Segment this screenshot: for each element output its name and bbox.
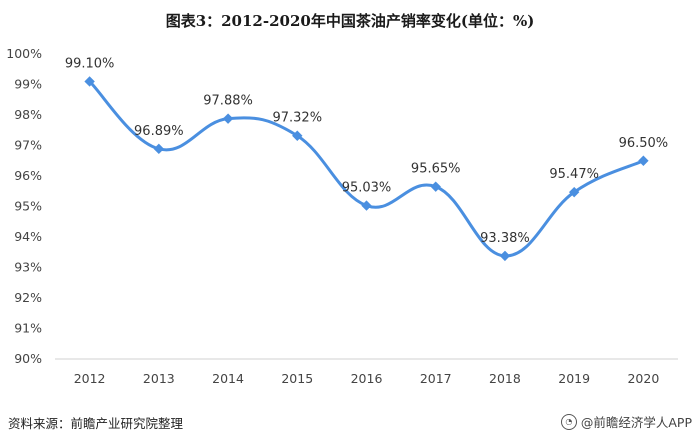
x-tick-label: 2013 bbox=[143, 371, 175, 386]
data-point-marker bbox=[430, 181, 441, 192]
y-tick-label: 97% bbox=[14, 138, 42, 153]
y-tick-label: 95% bbox=[14, 199, 42, 214]
y-tick-label: 91% bbox=[14, 321, 42, 336]
data-label: 99.10% bbox=[65, 56, 115, 71]
data-label: 97.32% bbox=[272, 111, 322, 126]
x-tick-label: 2015 bbox=[281, 371, 313, 386]
wechat-icon: ◔ bbox=[560, 413, 577, 430]
x-tick-label: 2012 bbox=[74, 371, 106, 386]
data-label: 97.88% bbox=[203, 94, 253, 109]
data-point-marker bbox=[153, 143, 165, 155]
data-label: 96.50% bbox=[619, 136, 669, 151]
data-point-marker bbox=[499, 250, 511, 262]
data-label: 96.89% bbox=[134, 124, 184, 139]
y-tick-label: 99% bbox=[14, 77, 42, 92]
y-tick-label: 100% bbox=[6, 46, 42, 61]
x-tick-label: 2014 bbox=[212, 371, 244, 386]
data-label: 95.65% bbox=[411, 162, 461, 177]
x-tick-label: 2017 bbox=[420, 371, 452, 386]
x-tick-label: 2016 bbox=[351, 371, 383, 386]
app-watermark: ◔ @前瞻经济学人APP bbox=[560, 412, 692, 431]
data-label: 93.38% bbox=[480, 231, 530, 246]
y-tick-label: 90% bbox=[14, 351, 42, 366]
y-tick-label: 96% bbox=[14, 168, 42, 183]
chart-title: 图表3：2012-2020年中国茶油产销率变化(单位：%) bbox=[165, 12, 535, 30]
data-point-marker bbox=[361, 200, 372, 211]
watermark-text: @前瞻经济学人APP bbox=[580, 415, 692, 430]
data-point-marker bbox=[222, 113, 234, 124]
data-point-marker bbox=[84, 76, 95, 87]
data-point-marker bbox=[292, 130, 303, 141]
y-tick-label: 92% bbox=[14, 290, 42, 305]
data-point-marker bbox=[638, 155, 649, 166]
data-point-marker bbox=[568, 186, 580, 198]
y-tick-label: 94% bbox=[14, 229, 42, 244]
x-tick-label: 2020 bbox=[627, 371, 659, 386]
x-tick-label: 2018 bbox=[489, 371, 521, 386]
source-note: 资料来源：前瞻产业研究院整理 bbox=[8, 416, 184, 431]
y-tick-label: 98% bbox=[14, 107, 42, 122]
data-label: 95.03% bbox=[342, 181, 392, 196]
data-label: 95.47% bbox=[549, 167, 599, 182]
x-tick-label: 2019 bbox=[558, 371, 590, 386]
y-tick-label: 93% bbox=[14, 260, 42, 275]
